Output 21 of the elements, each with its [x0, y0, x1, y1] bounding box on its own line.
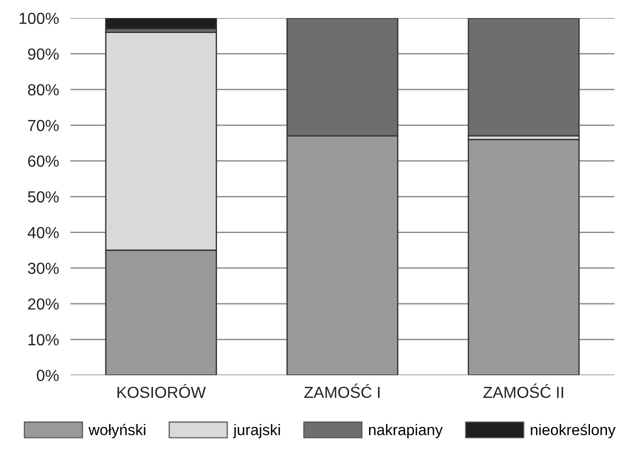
y-tick-label: 100% — [20, 12, 59, 24]
y-tick-label: 20% — [28, 298, 59, 310]
legend-label: nieokreślony — [530, 424, 616, 438]
x-tick-label: ZAMOŚĆ II — [483, 384, 564, 398]
bar — [468, 138, 580, 376]
y-tick-label: 90% — [28, 48, 59, 60]
y-tick-label: 50% — [28, 191, 59, 203]
y-tick-label: 40% — [28, 226, 59, 238]
y-tick-label: 60% — [28, 156, 59, 167]
y-tick-label: 80% — [28, 84, 59, 96]
legend-label: jurajski — [233, 424, 280, 438]
bar — [105, 18, 217, 30]
y-tick-label: 0% — [36, 370, 59, 382]
x-tick-label: KOSIORÓW — [118, 384, 206, 398]
y-tick-label: 30% — [28, 262, 59, 274]
y-tick-label: 10% — [28, 334, 59, 346]
bar — [468, 18, 580, 137]
x-tick-label: ZAMOŚĆ I — [304, 384, 380, 398]
legend-label: wołyński — [88, 424, 146, 438]
legend-label: nakrapiany — [369, 424, 443, 438]
y-tick-label: 70% — [28, 120, 59, 132]
